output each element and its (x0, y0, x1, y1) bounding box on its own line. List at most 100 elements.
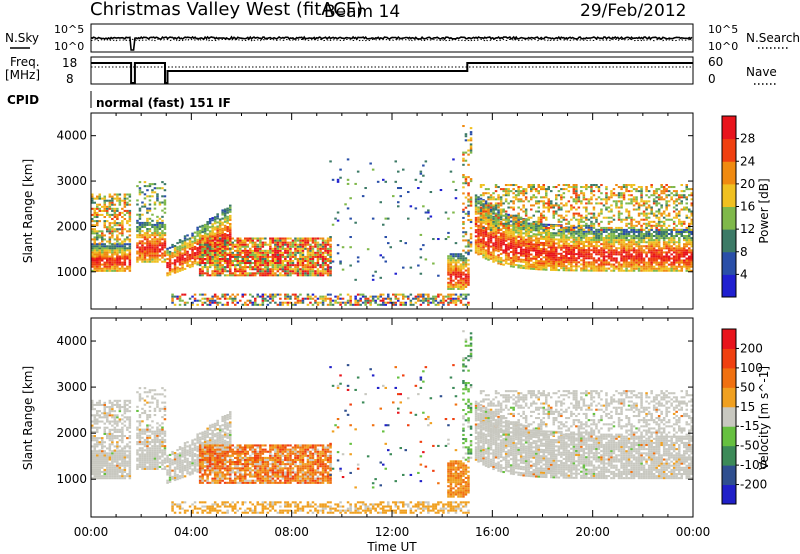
heatmap-cell (507, 254, 510, 257)
heatmap-cell (316, 245, 320, 248)
heatmap-cell (404, 303, 408, 306)
heatmap-cell (575, 259, 578, 262)
heatmap-cell (354, 301, 357, 304)
heatmap-cell (156, 246, 159, 249)
heatmap-cell (236, 268, 240, 271)
heatmap-cell (462, 186, 465, 189)
heatmap-cell (291, 241, 295, 244)
heatmap-cell (136, 236, 139, 239)
heatmap-cell (504, 214, 508, 217)
heatmap-cell (91, 253, 94, 256)
heatmap-cell (577, 245, 581, 248)
heatmap-cell (366, 299, 370, 302)
heatmap-cell (550, 254, 553, 257)
heatmap-cell (580, 253, 583, 256)
heatmap-cell (223, 251, 227, 254)
heatmap-cell (249, 241, 252, 244)
heatmap-cell (246, 243, 250, 246)
heatmap-cell (459, 283, 463, 286)
heatmap-cell (226, 215, 229, 218)
heatmap-cell (241, 266, 245, 269)
heatmap-cell (650, 257, 653, 260)
heatmap-cell (93, 265, 97, 268)
heatmap-cell (552, 260, 556, 263)
heatmap-cell (178, 303, 182, 306)
heatmap-cell (289, 243, 292, 246)
heatmap-cell (126, 253, 129, 256)
heatmap-cell (667, 233, 671, 236)
heatmap-cell (655, 241, 658, 244)
heatmap-cell (279, 260, 282, 263)
heatmap-cell (211, 260, 214, 263)
heatmap-cell (552, 246, 556, 249)
heatmap-cell (203, 242, 207, 245)
heatmap-cell (537, 256, 541, 259)
heatmap-cell (464, 251, 468, 254)
heatmap-cell (176, 297, 179, 300)
heatmap-cell (547, 210, 551, 213)
heatmap-cell (587, 255, 591, 258)
heatmap-cell (567, 190, 571, 193)
heatmap-cell (550, 190, 553, 193)
heatmap-cell (111, 195, 114, 198)
heatmap-cell (226, 293, 229, 296)
heatmap-cell (678, 233, 681, 236)
heatmap-cell (254, 260, 257, 263)
heatmap-cell (196, 232, 199, 235)
heatmap-cell (507, 244, 510, 247)
heatmap-cell (259, 258, 262, 261)
heatmap-cell (650, 261, 653, 264)
heatmap-cell (675, 261, 678, 264)
heatmap-cell (585, 251, 588, 254)
heatmap-cell (645, 233, 648, 236)
heatmap-cell (397, 293, 400, 296)
heatmap-cell (555, 248, 558, 251)
heatmap-cell (148, 207, 152, 210)
heatmap-cell (286, 260, 290, 263)
heatmap-cell (542, 210, 546, 213)
heatmap-cell (530, 196, 533, 199)
heatmap-cell (572, 188, 576, 191)
heatmap-cell (289, 270, 292, 273)
heatmap-cell (226, 228, 229, 231)
heatmap-cell (419, 295, 423, 298)
heatmap-cell (652, 261, 656, 264)
heatmap-cell (321, 245, 325, 248)
heatmap-cell (524, 244, 528, 247)
heatmap-cell (256, 260, 260, 263)
heatmap-cell (502, 208, 505, 211)
heatmap-cell (567, 259, 571, 262)
heatmap-cell (637, 237, 641, 240)
heatmap-cell (136, 242, 139, 245)
heatmap-cell (294, 251, 297, 254)
heatmap-cell (384, 217, 388, 220)
heatmap-cell (625, 247, 628, 250)
heatmap-cell (311, 247, 315, 250)
heatmap-cell (316, 258, 320, 261)
heatmap-cell (635, 241, 638, 244)
heatmap-cell (211, 247, 214, 250)
heatmap-cell (600, 220, 603, 223)
heatmap-cell (91, 207, 94, 210)
heatmap-cell (254, 249, 257, 252)
heatmap-cell (271, 299, 275, 302)
heatmap-cell (301, 299, 305, 302)
heatmap-cell (640, 253, 643, 256)
heatmap-cell (519, 217, 523, 220)
heatmap-cell (585, 249, 588, 252)
heatmap-cell (635, 257, 638, 260)
heatmap-cell (612, 245, 616, 248)
heatmap-cell (286, 268, 290, 271)
heatmap-cell (620, 267, 623, 270)
heatmap-cell (261, 297, 265, 300)
heatmap-cell (161, 244, 164, 247)
heatmap-cell (392, 303, 395, 306)
heatmap-cell (482, 254, 485, 257)
heatmap-cell (216, 229, 219, 232)
heatmap-cell (118, 267, 122, 270)
heatmap-cell (321, 301, 325, 304)
heatmap-cell (565, 228, 568, 231)
heatmap-cell (577, 247, 581, 250)
heatmap-cell (198, 241, 202, 244)
heatmap-cell (524, 218, 528, 221)
